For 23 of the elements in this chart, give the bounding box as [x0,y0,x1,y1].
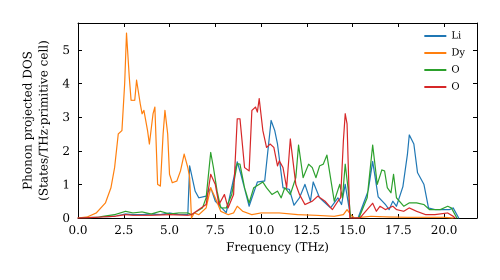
x-tick-label: 17.5 [384,223,412,237]
y-tick-label: 0 [62,211,70,225]
x-tick-label: 7.5 [206,223,225,237]
y-tick-label: 1 [62,177,70,192]
x-tick-label: 5.0 [160,223,180,237]
line-series [77,98,456,219]
x-tick-label: 12.5 [293,223,320,237]
x-tick-label: 0.0 [68,223,88,237]
x-tick-label: 10.0 [248,223,274,237]
y-tick-label: 4 [62,76,70,91]
legend-label: Li [451,30,462,42]
y-tick-label: 2 [62,144,70,158]
y-tick-label: 3 [62,110,70,124]
line-series [77,32,454,219]
x-tick-label: 15.0 [339,223,366,237]
x-tick-label: 2.5 [114,223,134,237]
legend-label: O [451,64,460,76]
y-axis-title: Phonon projected DOS (States/THz·primitive cell) [20,40,50,201]
legend-label: Dy [451,48,466,58]
legend-label: O [451,82,460,92]
y-tick-label: 5 [62,42,70,57]
x-axis-title: Frequency (THz) [226,240,329,254]
x-tick-label: 20.0 [430,223,458,237]
